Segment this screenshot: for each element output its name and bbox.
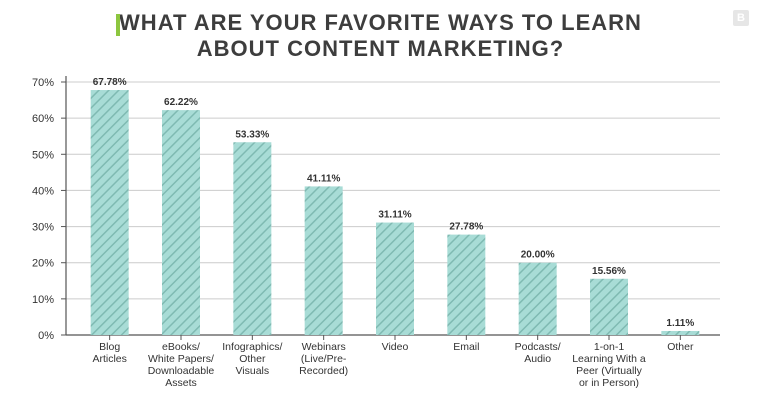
y-tick-label: 20% bbox=[32, 258, 54, 270]
x-category-label-line: Peer (Virtually bbox=[576, 365, 642, 377]
x-category-label: Blog Articles bbox=[92, 341, 126, 365]
x-category-label-line: Downloadable bbox=[148, 365, 215, 377]
x-category-label: 1-on-1 Learning With a Peer (Virtually or i… bbox=[572, 341, 646, 389]
x-category-label-line: Articles bbox=[92, 353, 126, 365]
bar bbox=[162, 110, 200, 335]
x-category-label: Other bbox=[667, 341, 694, 353]
data-label: 20.00% bbox=[521, 250, 555, 261]
y-tick-label: 0% bbox=[38, 330, 54, 342]
x-category-label-line: Video bbox=[382, 341, 409, 353]
data-label: 15.56% bbox=[592, 266, 626, 277]
data-label: 31.11% bbox=[378, 210, 411, 221]
x-category-label-line: Other bbox=[667, 341, 694, 353]
x-category-label-line: Infographics/ bbox=[222, 341, 282, 353]
bars bbox=[90, 90, 700, 335]
y-tick-label: 60% bbox=[32, 113, 54, 125]
x-category-label-line: Audio bbox=[524, 353, 551, 365]
bar bbox=[90, 90, 129, 335]
data-label: 27.78% bbox=[449, 222, 483, 233]
x-category-label-line: White Papers/ bbox=[148, 353, 214, 365]
x-category-label-line: Visuals bbox=[235, 365, 269, 377]
title-accent-bar bbox=[116, 14, 120, 36]
x-category-label-line: 1-on-1 bbox=[594, 341, 625, 353]
x-category-label-line: or in Person) bbox=[579, 377, 639, 389]
bar bbox=[518, 262, 557, 335]
data-label: 53.33% bbox=[235, 129, 269, 140]
x-category-label-line: Blog bbox=[99, 341, 120, 353]
y-tick-label: 70% bbox=[32, 77, 54, 89]
data-label: 41.11% bbox=[307, 173, 340, 184]
labels: 67.78% Blog Articles 62.22% eBooks/White Pap… bbox=[92, 77, 694, 389]
y-tick-label: 40% bbox=[32, 185, 54, 197]
y-tick-label: 30% bbox=[32, 222, 54, 234]
x-category-label-line: Assets bbox=[165, 377, 197, 389]
brand-logo-icon: B bbox=[733, 10, 749, 26]
chart-title-line-2: ABOUT CONTENT MARKETING? bbox=[196, 36, 565, 61]
x-category-label: Infographics/Other Visuals bbox=[222, 341, 282, 377]
data-label: 62.22% bbox=[164, 97, 198, 108]
x-category-label: Video bbox=[382, 341, 409, 353]
x-category-label-line: (Live/Pre- bbox=[301, 353, 347, 365]
x-category-label-line: Recorded) bbox=[299, 365, 348, 377]
x-category-label-line: Podcasts/ bbox=[515, 341, 561, 353]
chart-title: WHAT ARE YOUR FAVORITE WAYS TO LEARN ABO… bbox=[0, 10, 761, 62]
data-label: 67.78% bbox=[93, 77, 127, 88]
x-category-label: Email bbox=[453, 341, 479, 353]
bar bbox=[447, 234, 486, 335]
y-tick-label: 10% bbox=[32, 294, 54, 306]
x-category-label-line: Learning With a bbox=[572, 353, 646, 365]
bar bbox=[376, 222, 414, 335]
y-tick-label: 50% bbox=[32, 149, 54, 161]
x-category-label-line: Webinars bbox=[302, 341, 346, 353]
chart-title-line-1: WHAT ARE YOUR FAVORITE WAYS TO LEARN bbox=[119, 10, 642, 35]
x-category-label-line: Email bbox=[453, 341, 479, 353]
x-category-label: Podcasts/Audio bbox=[515, 341, 561, 365]
x-category-label-line: Other bbox=[239, 353, 266, 365]
data-label: 1.11% bbox=[666, 318, 694, 329]
x-category-label-line: eBooks/ bbox=[162, 341, 200, 353]
x-category-label: eBooks/White Papers/Downloadable Assets bbox=[148, 341, 215, 389]
bar bbox=[590, 278, 628, 335]
x-category-label: Webinars (Live/Pre-Recorded) bbox=[299, 341, 348, 377]
bar bbox=[661, 330, 700, 335]
bar bbox=[304, 186, 343, 335]
bar bbox=[233, 142, 272, 335]
